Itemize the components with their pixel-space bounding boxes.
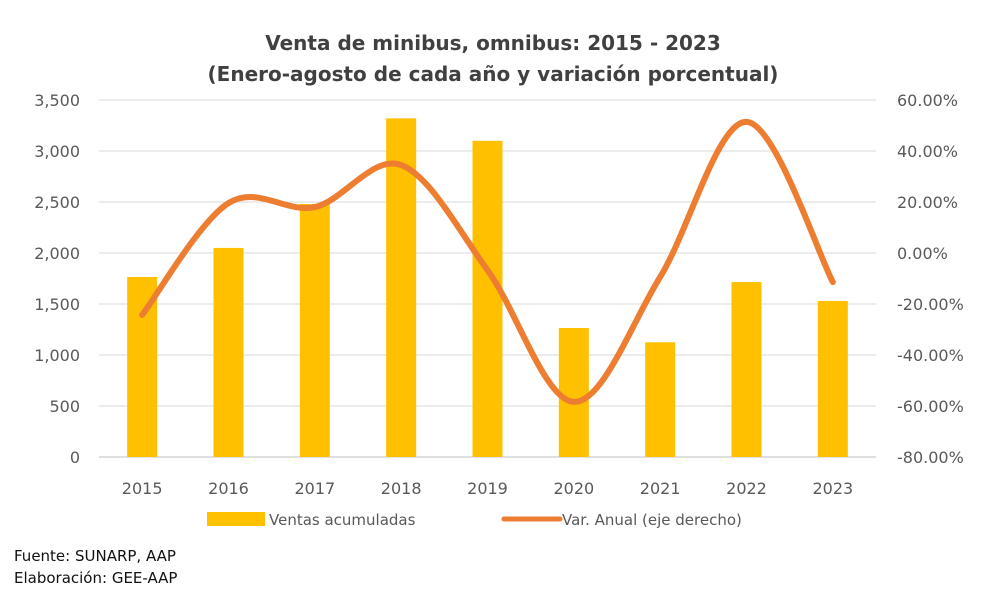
left-tick-label: 3,500 <box>34 91 80 110</box>
left-tick-label: 3,000 <box>34 142 80 161</box>
var-anual-line <box>139 118 836 405</box>
right-tick-label: -80.00% <box>897 448 964 467</box>
x-tick-label: 2022 <box>726 479 767 498</box>
left-tick-label: 1,500 <box>34 295 80 314</box>
bar-2020 <box>558 327 589 457</box>
x-tick-label: 2019 <box>467 479 508 498</box>
chart-title: Venta de minibus, omnibus: 2015 - 2023 <box>265 31 721 55</box>
legend-swatch-ventas <box>207 512 265 526</box>
bar-2017 <box>299 204 330 457</box>
right-axis: -80.00% -60.00% -40.00% -20.00% 0.00% 20.00% 4… <box>897 91 964 467</box>
line-series <box>139 118 836 405</box>
x-tick-label: 2020 <box>553 479 594 498</box>
footer-source: Fuente: SUNARP, AAP <box>14 547 176 565</box>
bar-2022 <box>731 282 762 457</box>
footer-elaboration: Elaboración: GEE-AAP <box>14 569 178 587</box>
x-tick-label: 2015 <box>122 479 163 498</box>
legend-label-var-anual: Var. Anual (eje derecho) <box>562 511 742 529</box>
left-tick-label: 2,500 <box>34 193 80 212</box>
bar-2021 <box>645 342 676 457</box>
x-tick-label: 2023 <box>812 479 853 498</box>
left-tick-label: 1,000 <box>34 346 80 365</box>
left-axis: 0 500 1,000 1,500 2,000 2,500 3,000 3,500 <box>34 91 80 467</box>
bar-series <box>127 118 848 458</box>
right-tick-label: -40.00% <box>897 346 964 365</box>
x-axis: 2015 2016 2017 2018 2019 2020 2021 2022 2023 <box>122 479 853 498</box>
bar-2023 <box>817 300 848 457</box>
combo-chart: Venta de minibus, omnibus: 2015 - 2023 (… <box>34 31 964 529</box>
right-tick-label: 60.00% <box>897 91 958 110</box>
legend-label-ventas: Ventas acumuladas <box>269 511 416 529</box>
right-tick-label: -60.00% <box>897 397 964 416</box>
x-tick-label: 2017 <box>294 479 335 498</box>
bar-2018 <box>386 118 417 458</box>
bar-2016 <box>213 247 244 457</box>
legend: Ventas acumuladas Var. Anual (eje derech… <box>207 511 742 529</box>
left-tick-label: 500 <box>49 397 80 416</box>
x-tick-label: 2016 <box>208 479 249 498</box>
right-tick-label: 0.00% <box>897 244 948 263</box>
left-tick-label: 0 <box>70 448 80 467</box>
chart-subtitle: (Enero-agosto de cada año y variación po… <box>208 62 779 86</box>
right-tick-label: -20.00% <box>897 295 964 314</box>
left-tick-label: 2,000 <box>34 244 80 263</box>
x-tick-label: 2018 <box>381 479 422 498</box>
bar-2019 <box>472 140 503 458</box>
x-tick-label: 2021 <box>640 479 681 498</box>
right-tick-label: 20.00% <box>897 193 958 212</box>
bar-2015 <box>127 276 158 457</box>
right-tick-label: 40.00% <box>897 142 958 161</box>
